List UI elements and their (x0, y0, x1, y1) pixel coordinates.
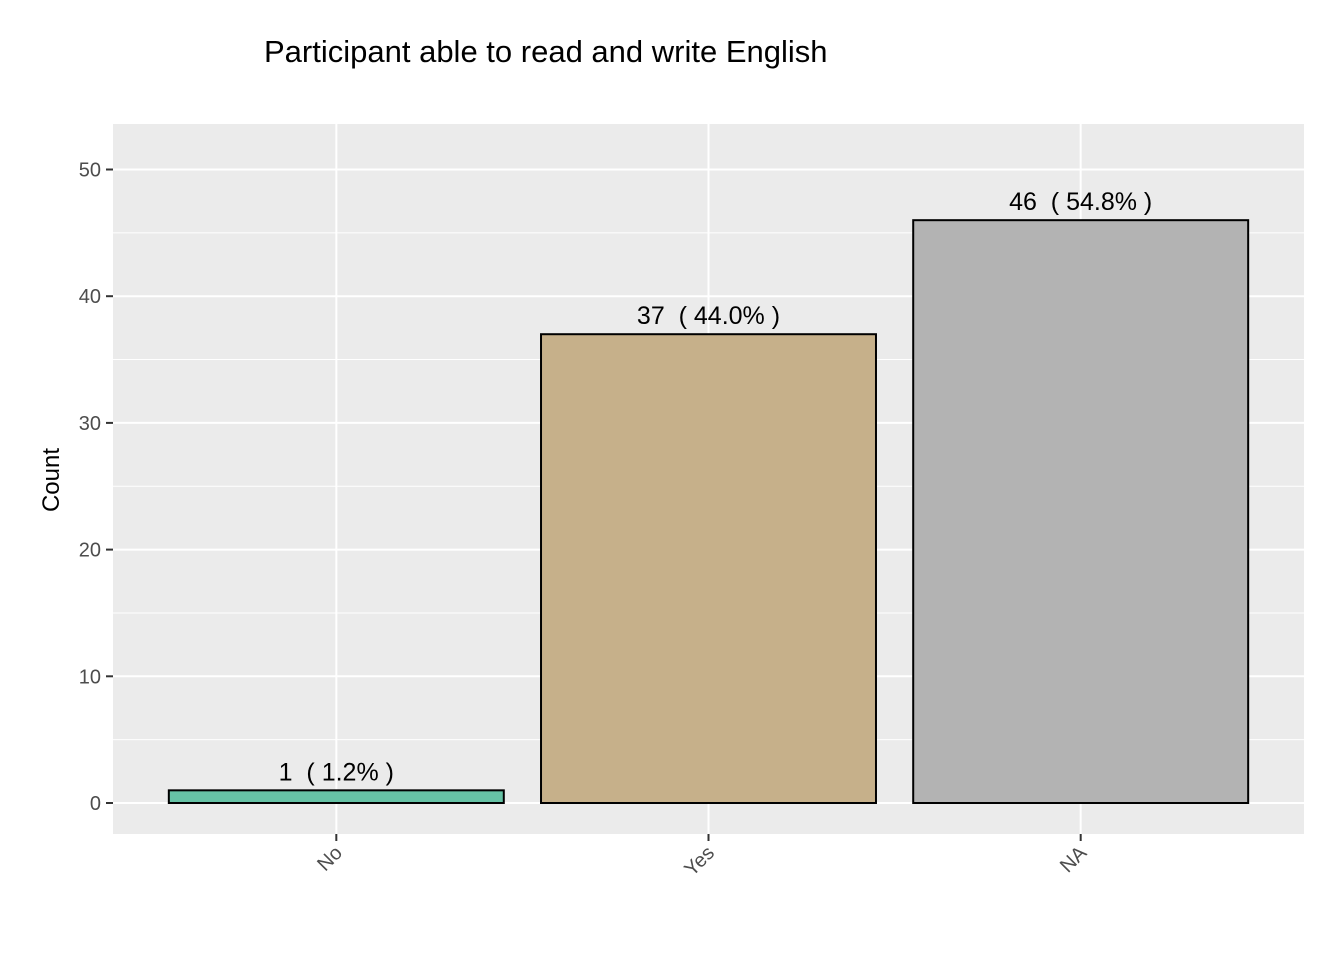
x-tick-label-no: No (313, 842, 347, 876)
y-tick-label: 40 (79, 286, 101, 308)
y-tick-label: 20 (79, 540, 101, 562)
y-tick-label: 10 (79, 666, 101, 688)
y-tick-label: 30 (79, 413, 101, 435)
data-label: 37 ( 44.0% ) (637, 302, 780, 330)
bar-na (912, 219, 1250, 804)
data-label: 46 ( 54.8% ) (1009, 188, 1152, 216)
x-tick-label-na: NA (1056, 842, 1092, 878)
x-tick-label-yes: Yes (680, 842, 719, 881)
bar-yes (540, 333, 877, 804)
y-tick-label: 50 (79, 160, 101, 182)
y-tick-label: 0 (90, 793, 101, 815)
bar-no (167, 789, 505, 805)
chart-title: Participant able to read and write Engli… (264, 34, 828, 69)
data-label: 1 ( 1.2% ) (279, 758, 394, 786)
